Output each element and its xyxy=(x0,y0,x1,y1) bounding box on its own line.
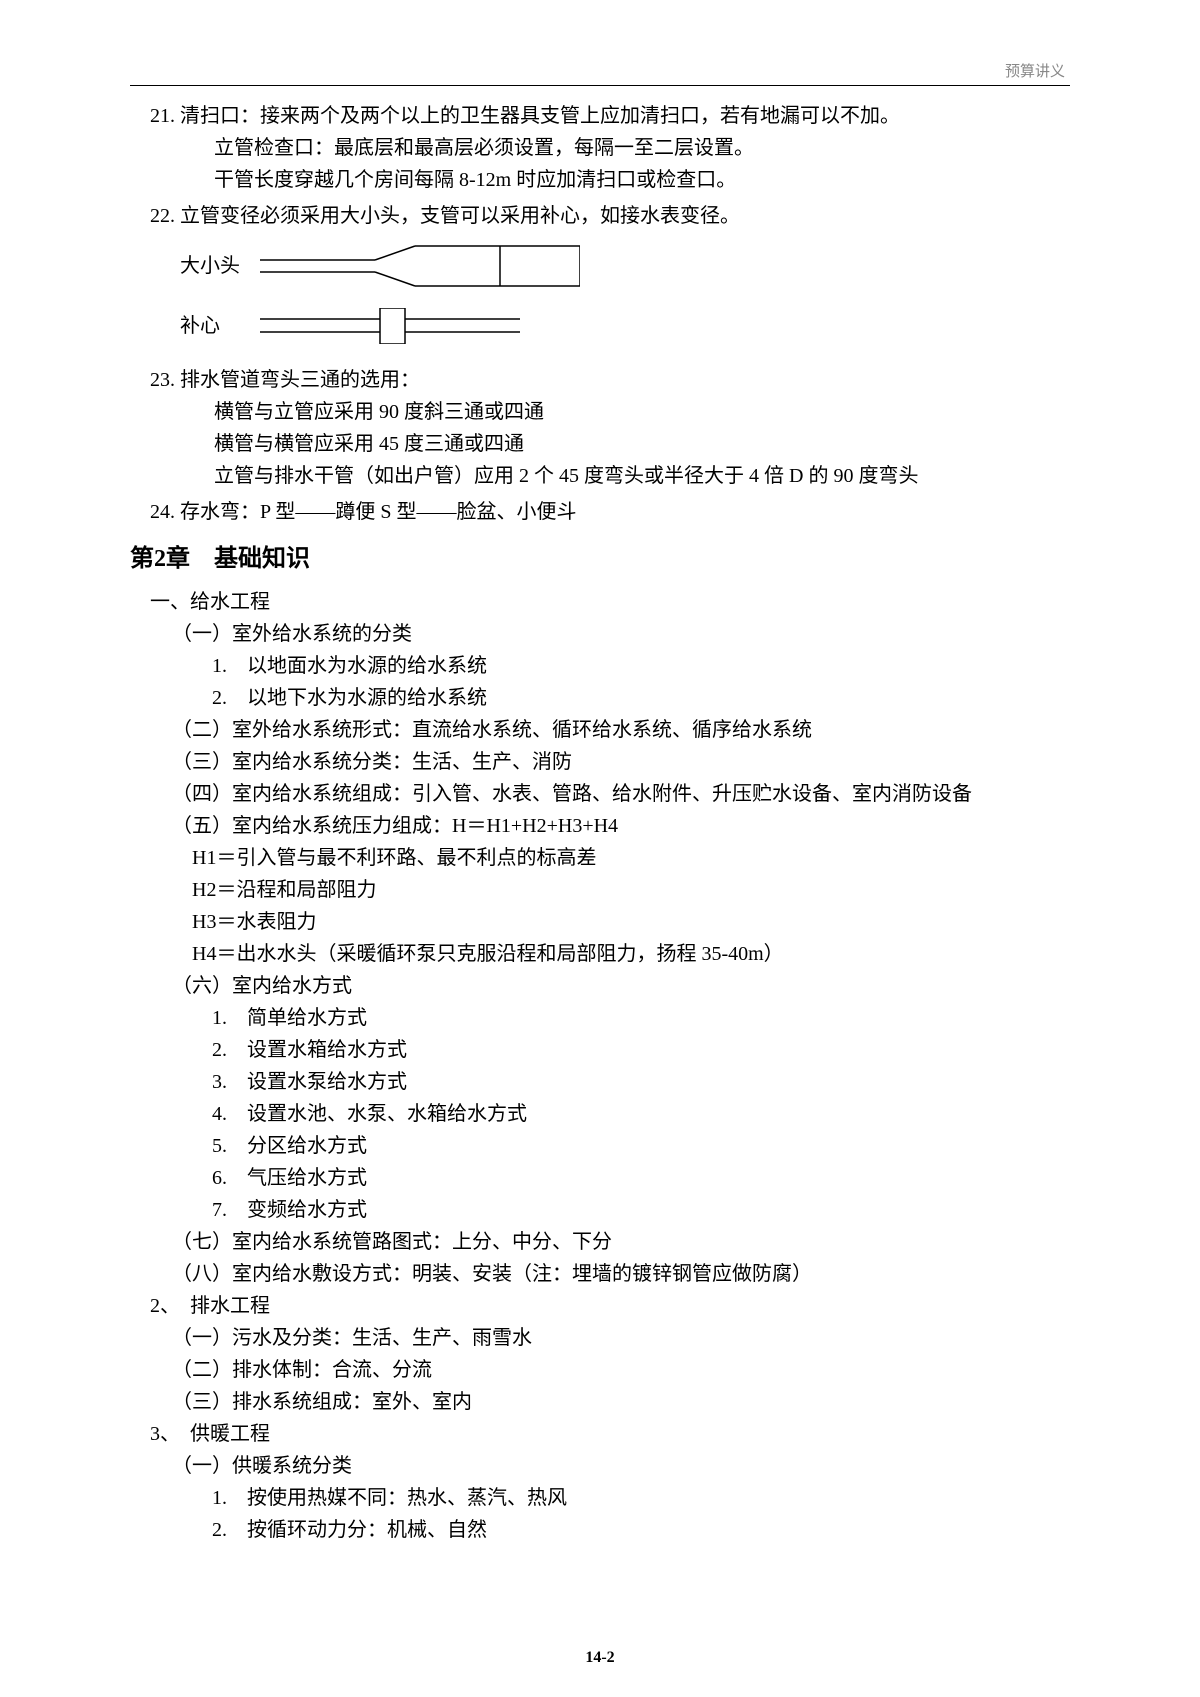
s1-i6-2: 2. 设置水箱给水方式 xyxy=(212,1034,1070,1066)
s1-i2: （二）室外给水系统形式：直流给水系统、循环给水系统、循序给水系统 xyxy=(172,714,1070,746)
diagram-row-2: 补心 xyxy=(180,308,1070,344)
s1-h1: H1＝引入管与最不利环路、最不利点的标高差 xyxy=(192,842,1070,874)
item-23-line2: 横管与立管应采用 90 度斜三通或四通 xyxy=(214,396,1070,428)
s1-i6-6: 6. 气压给水方式 xyxy=(212,1162,1070,1194)
s1-i4: （四）室内给水系统组成：引入管、水表、管路、给水附件、升压贮水设备、室内消防设备 xyxy=(172,778,1070,810)
s1-i6: （六）室内给水方式 xyxy=(172,970,1070,1002)
item-21-line1: 清扫口：接来两个及两个以上的卫生器具支管上应加清扫口，若有地漏可以不加。 xyxy=(180,105,900,127)
s1-i8: （八）室内给水敷设方式：明装、安装（注：埋墙的镀锌钢管应做防腐） xyxy=(172,1258,1070,1290)
s3-i1-1: 1. 按使用热媒不同：热水、蒸汽、热风 xyxy=(212,1482,1070,1514)
section-3-title: 3、 供暖工程 xyxy=(150,1418,1070,1450)
item-23-line3: 横管与横管应采用 45 度三通或四通 xyxy=(214,428,1070,460)
item-24: 24. 存水弯：P 型——蹲便 S 型——脸盆、小便斗 xyxy=(150,496,1070,528)
section-1-title: 一、给水工程 xyxy=(150,586,1070,618)
s2-i3: （三）排水系统组成：室外、室内 xyxy=(172,1386,1070,1418)
s1-i6-1: 1. 简单给水方式 xyxy=(212,1002,1070,1034)
item-21-num: 21. xyxy=(150,105,175,127)
s1-i1-1: 1. 以地面水为水源的给水系统 xyxy=(212,650,1070,682)
item-21-line2: 立管检查口：最底层和最高层必须设置，每隔一至二层设置。 xyxy=(214,132,1070,164)
item-22-num: 22. xyxy=(150,205,175,227)
item-23-num: 23. xyxy=(150,369,175,391)
header-divider xyxy=(130,85,1070,86)
buxin-icon xyxy=(260,308,520,344)
item-23: 23. 排水管道弯头三通的选用： 横管与立管应采用 90 度斜三通或四通 横管与… xyxy=(150,364,1070,492)
document-content: 21. 清扫口：接来两个及两个以上的卫生器具支管上应加清扫口，若有地漏可以不加。… xyxy=(130,100,1070,1546)
item-21: 21. 清扫口：接来两个及两个以上的卫生器具支管上应加清扫口，若有地漏可以不加。… xyxy=(150,100,1070,196)
s2-i1: （一）污水及分类：生活、生产、雨雪水 xyxy=(172,1322,1070,1354)
s2-i2: （二）排水体制：合流、分流 xyxy=(172,1354,1070,1386)
s1-i6-3: 3. 设置水泵给水方式 xyxy=(212,1066,1070,1098)
item-24-num: 24. xyxy=(150,501,175,523)
item-23-line4: 立管与排水干管（如出户管）应用 2 个 45 度弯头或半径大于 4 倍 D 的 … xyxy=(214,460,1070,492)
s1-h4: H4＝出水水头（采暖循环泵只克服沿程和局部阻力，扬程 35-40m） xyxy=(192,938,1070,970)
s1-i6-4: 4. 设置水池、水泵、水箱给水方式 xyxy=(212,1098,1070,1130)
daxiaotou-icon xyxy=(260,244,580,288)
item-21-line3: 干管长度穿越几个房间每隔 8-12m 时应加清扫口或检查口。 xyxy=(214,164,1070,196)
s1-i1-2: 2. 以地下水为水源的给水系统 xyxy=(212,682,1070,714)
page-number: 14-2 xyxy=(585,1649,614,1667)
header-title: 预算讲义 xyxy=(1005,60,1065,81)
s1-i5: （五）室内给水系统压力组成：H＝H1+H2+H3+H4 xyxy=(172,810,1070,842)
s1-i6-5: 5. 分区给水方式 xyxy=(212,1130,1070,1162)
s1-i1: （一）室外给水系统的分类 xyxy=(172,618,1070,650)
diagram-label-daxiaotou: 大小头 xyxy=(180,250,260,282)
item-23-line1: 排水管道弯头三通的选用： xyxy=(180,369,420,391)
s1-h2: H2＝沿程和局部阻力 xyxy=(192,874,1070,906)
section-2-title: 2、 排水工程 xyxy=(150,1290,1070,1322)
s3-i1: （一）供暖系统分类 xyxy=(172,1450,1070,1482)
item-22-text: 立管变径必须采用大小头，支管可以采用补心，如接水表变径。 xyxy=(180,205,740,227)
s1-i6-7: 7. 变频给水方式 xyxy=(212,1194,1070,1226)
s1-h3: H3＝水表阻力 xyxy=(192,906,1070,938)
s1-i7: （七）室内给水系统管路图式：上分、中分、下分 xyxy=(172,1226,1070,1258)
s3-i1-2: 2. 按循环动力分：机械、自然 xyxy=(212,1514,1070,1546)
s1-i3: （三）室内给水系统分类：生活、生产、消防 xyxy=(172,746,1070,778)
diagram-area: 大小头 补心 xyxy=(180,244,1070,344)
diagram-row-1: 大小头 xyxy=(180,244,1070,288)
item-22: 22. 立管变径必须采用大小头，支管可以采用补心，如接水表变径。 xyxy=(150,200,1070,232)
item-24-text: 存水弯：P 型——蹲便 S 型——脸盆、小便斗 xyxy=(180,501,577,523)
diagram-label-buxin: 补心 xyxy=(180,310,260,342)
chapter-title: 第2章 基础知识 xyxy=(130,540,1070,578)
